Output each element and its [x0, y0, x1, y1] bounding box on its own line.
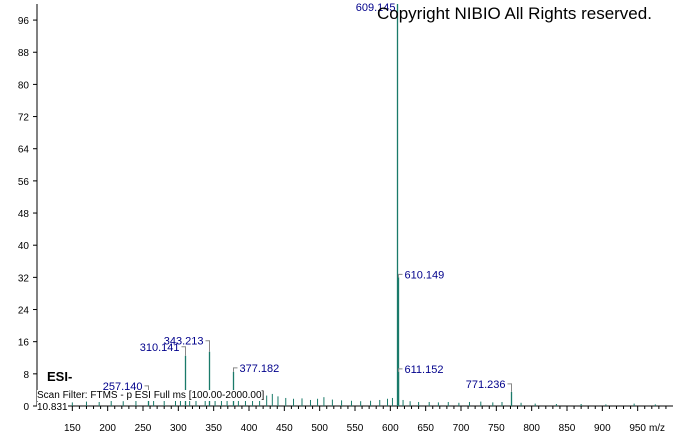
peak-label: 610.149: [405, 269, 445, 281]
x-tick-label: 650: [417, 423, 434, 434]
peak-label-leader: [233, 367, 238, 372]
y-tick-label: 72: [18, 113, 30, 124]
peak-label: 310.141: [140, 342, 180, 354]
x-tick-label: 800: [523, 423, 540, 434]
peak-label: 609.145: [356, 2, 396, 14]
ionization-mode-label: ESI-: [47, 369, 73, 384]
peak-label-leader: [507, 383, 512, 392]
axes-group: 0 8 16 24 32 40 48 56 64 72 80 88 96 150 200 250 300 350 4…: [18, 4, 673, 434]
y-tick-label: 24: [18, 306, 30, 317]
peak-label: 343.213: [164, 336, 204, 348]
y-tick-label: 16: [18, 338, 30, 349]
copyright-watermark: Copyright NIBIO All Rights reserved.: [377, 4, 652, 23]
peak-label-leader: [144, 385, 149, 392]
peak-label: 377.182: [240, 363, 280, 375]
x-tick-label: 250: [135, 423, 152, 434]
y-tick-label: 80: [18, 80, 30, 91]
x-tick-label: 900: [594, 423, 611, 434]
peak-label: 771.236: [466, 379, 506, 391]
x-axis-label: m/z: [649, 423, 665, 434]
y-tick-label: 88: [18, 48, 30, 59]
x-tick-label: 350: [205, 423, 222, 434]
x-tick-label: 150: [64, 423, 81, 434]
y-tick-label: 32: [18, 273, 30, 284]
x-tick-label: 550: [347, 423, 364, 434]
peak-label-leader: [398, 273, 403, 278]
peak-label: 611.152: [405, 364, 444, 376]
x-tick-label: 300: [170, 423, 187, 434]
y-tick-label: 48: [18, 209, 30, 220]
retention-time-text: 10.831: [37, 402, 68, 413]
y-tick-label: 64: [18, 145, 30, 156]
x-tick-label: 400: [241, 423, 258, 434]
x-tick-label: 500: [311, 423, 328, 434]
scan-filter-text: Scan Filter: FTMS - p ESI Full ms [100.0…: [37, 390, 265, 401]
x-tick-label: 700: [453, 423, 470, 434]
y-tick-label: 8: [23, 370, 29, 381]
x-tick-label: 450: [276, 423, 293, 434]
peak-label-leader: [398, 368, 403, 372]
y-tick-label: 0: [23, 402, 29, 413]
x-tick-label: 200: [99, 423, 116, 434]
x-tick-label: 850: [559, 423, 576, 434]
peak-label-leader: [181, 346, 186, 356]
x-tick-label: 750: [488, 423, 505, 434]
x-tick-label: 950: [629, 423, 646, 434]
x-tick-label: 600: [382, 423, 399, 434]
y-tick-label: 40: [18, 241, 30, 252]
peak-label: 257.140: [103, 381, 143, 393]
peak-label-leader: [205, 340, 210, 352]
y-tick-label: 56: [18, 177, 30, 188]
y-tick-label: 96: [18, 16, 30, 27]
